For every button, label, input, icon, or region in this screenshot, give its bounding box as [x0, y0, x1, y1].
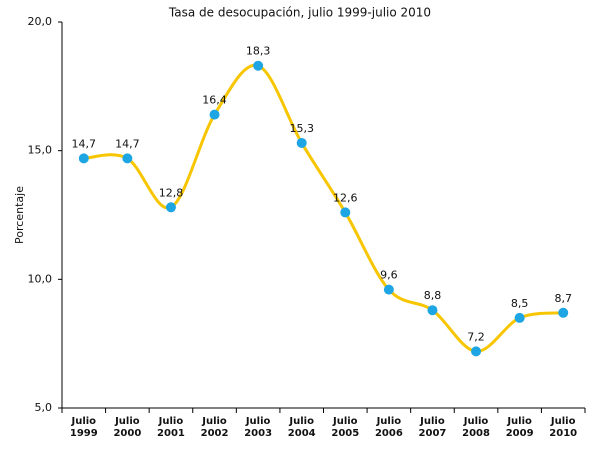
x-tick-label: Julio 2007 [418, 416, 447, 439]
marker [471, 346, 482, 357]
chart-title: Tasa de desocupación, julio 1999-julio 2… [168, 6, 431, 20]
line [83, 63, 564, 353]
marker [78, 153, 89, 164]
data-label: 8,8 [424, 289, 442, 302]
data-label: 8,7 [554, 292, 572, 305]
y-tick-label: 15,0 [28, 144, 53, 157]
data-label: 12,6 [333, 191, 358, 204]
data-label: 7,2 [467, 330, 485, 343]
x-tick-label: Julio 1999 [69, 416, 98, 439]
y-tick-label: 5,0 [35, 401, 53, 414]
x-tick-label: Julio 2004 [287, 416, 316, 439]
y-tick-label: 20,0 [28, 15, 53, 28]
marker [165, 202, 176, 213]
x-tick-label: Julio 2000 [113, 416, 142, 439]
x-tick-label: Julio 2008 [462, 416, 490, 439]
marker [558, 307, 569, 318]
marker [296, 137, 307, 148]
marker [340, 207, 351, 218]
data-label: 16,4 [202, 94, 227, 107]
x-tick-label: Julio 2009 [505, 416, 534, 439]
x-tick-label: Julio 2001 [157, 416, 185, 439]
data-label: 12,8 [159, 186, 184, 199]
data-label: 15,3 [289, 122, 314, 135]
marker [514, 312, 525, 323]
marker [253, 60, 264, 71]
data-label: 8,5 [511, 297, 529, 310]
marker [122, 153, 133, 164]
y-axis-label: Porcentaje [13, 186, 26, 244]
x-tick-label: Julio 2005 [331, 416, 360, 439]
x-tick-label: Julio 2006 [374, 416, 403, 439]
data-label: 9,6 [380, 269, 398, 282]
marker [427, 305, 438, 316]
data-label: 14,7 [115, 137, 140, 150]
x-tick-label: Julio 2003 [244, 416, 273, 439]
x-tick-label: Julio 2002 [200, 416, 229, 439]
y-tick-label: 10,0 [28, 272, 53, 285]
data-label: 18,3 [246, 45, 271, 58]
x-tick-label: Julio 2010 [549, 416, 578, 439]
marker [209, 109, 220, 120]
data-label: 14,7 [72, 137, 97, 150]
marker [383, 284, 394, 295]
